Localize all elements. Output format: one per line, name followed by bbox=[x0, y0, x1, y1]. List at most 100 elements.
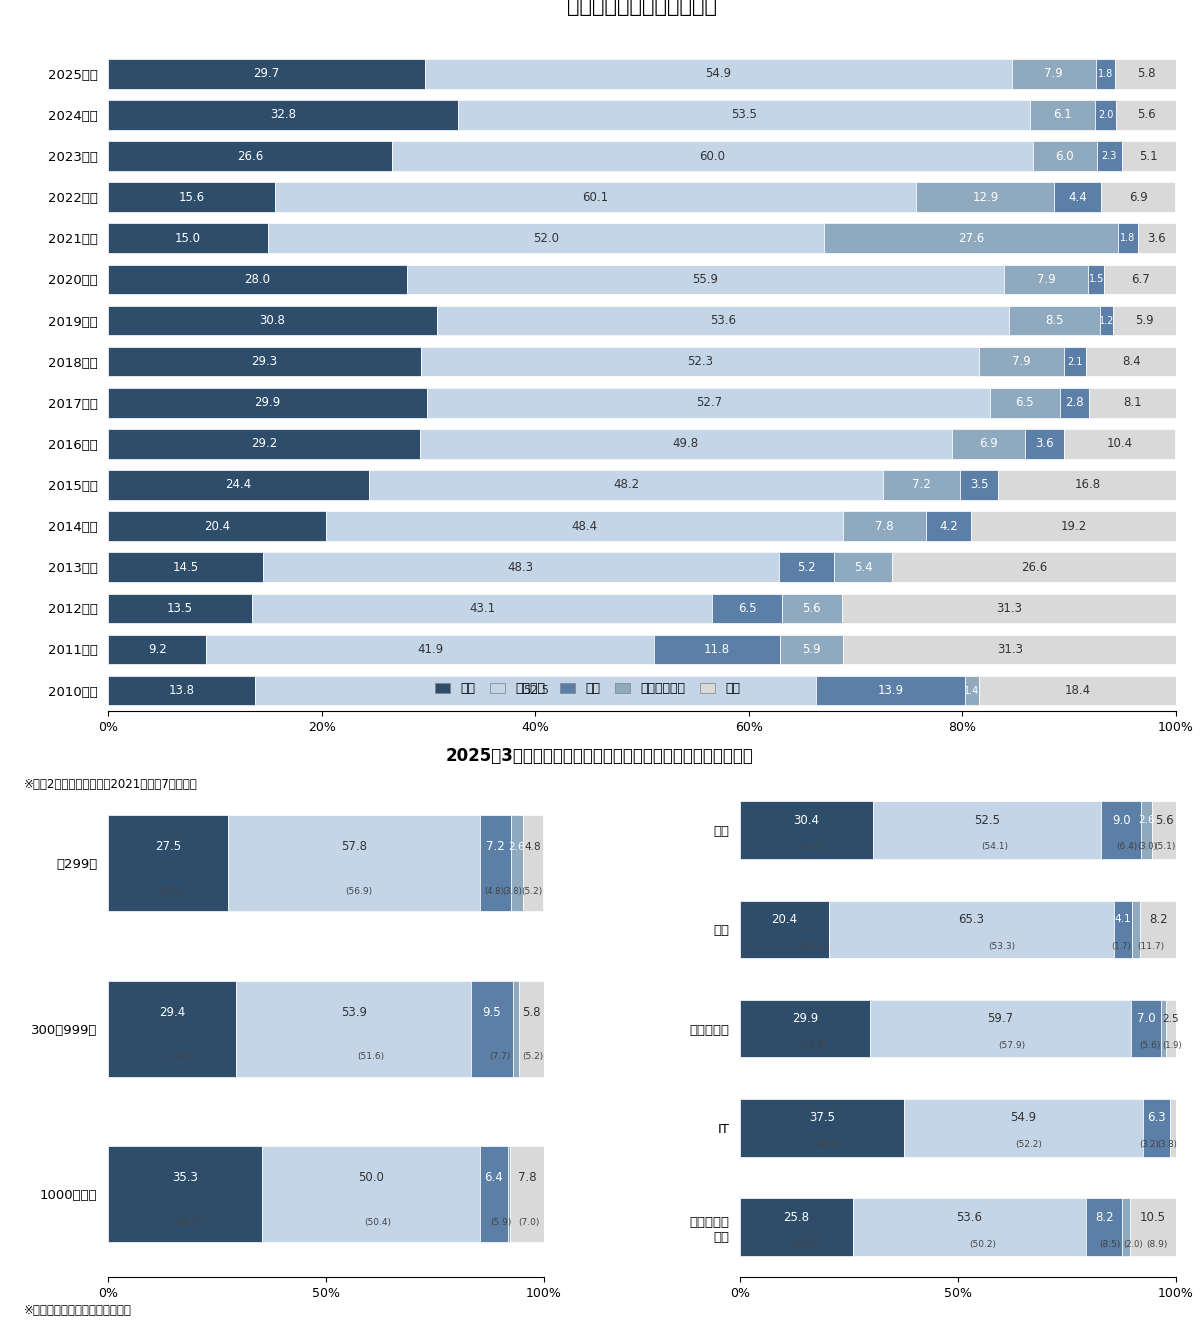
Text: 12.9: 12.9 bbox=[972, 190, 998, 203]
Text: (29.2): (29.2) bbox=[158, 887, 185, 896]
Text: 5.9: 5.9 bbox=[1135, 314, 1154, 327]
Text: 43.1: 43.1 bbox=[469, 602, 496, 614]
Text: (51.6): (51.6) bbox=[356, 1052, 384, 1061]
Bar bbox=[1115, 59, 1177, 89]
Bar bbox=[1112, 306, 1176, 335]
Text: 4.8: 4.8 bbox=[524, 842, 541, 851]
Bar bbox=[1009, 306, 1100, 335]
Bar bbox=[1165, 1000, 1176, 1057]
Bar bbox=[522, 815, 544, 911]
Bar bbox=[437, 306, 1009, 335]
Bar bbox=[512, 980, 520, 1076]
Text: 52.0: 52.0 bbox=[533, 231, 559, 245]
Text: 53.6: 53.6 bbox=[710, 314, 736, 327]
Text: 7.0: 7.0 bbox=[1136, 1012, 1156, 1025]
Text: 41.9: 41.9 bbox=[416, 642, 443, 656]
Text: 29.4: 29.4 bbox=[158, 1005, 185, 1019]
Bar bbox=[654, 634, 780, 664]
Text: 50.0: 50.0 bbox=[358, 1170, 384, 1184]
Text: 10.5: 10.5 bbox=[1140, 1210, 1166, 1224]
Text: 2.0: 2.0 bbox=[1098, 110, 1114, 120]
Bar bbox=[108, 265, 407, 294]
Bar bbox=[779, 552, 834, 583]
Text: 24.4: 24.4 bbox=[226, 479, 252, 492]
Text: (6.4): (6.4) bbox=[1116, 842, 1138, 851]
Bar bbox=[1064, 430, 1175, 459]
Text: (7.7): (7.7) bbox=[488, 1052, 510, 1061]
Text: 60.1: 60.1 bbox=[582, 190, 608, 203]
Text: 15.6: 15.6 bbox=[179, 190, 204, 203]
Text: 13.8: 13.8 bbox=[169, 684, 194, 697]
Text: 5.6: 5.6 bbox=[1136, 108, 1156, 121]
Text: 7.9: 7.9 bbox=[1044, 68, 1063, 80]
Bar bbox=[392, 141, 1033, 170]
Text: 8.1: 8.1 bbox=[1123, 396, 1142, 410]
Bar bbox=[206, 634, 654, 664]
Text: 29.7: 29.7 bbox=[253, 68, 280, 80]
Text: 6.9: 6.9 bbox=[1129, 190, 1147, 203]
Text: (8.9): (8.9) bbox=[1146, 1240, 1168, 1249]
Bar bbox=[1132, 900, 1140, 958]
Text: 8.2: 8.2 bbox=[1148, 912, 1168, 926]
Legend: 増加, 増減なし, 減少, 採用予定なし, 未定: 増加, 増減なし, 減少, 採用予定なし, 未定 bbox=[430, 677, 745, 701]
Text: (5.6): (5.6) bbox=[1139, 1041, 1160, 1049]
Text: (11.7): (11.7) bbox=[1136, 942, 1164, 951]
Bar bbox=[1026, 430, 1064, 459]
Text: (3.8): (3.8) bbox=[1157, 1140, 1177, 1149]
Bar bbox=[1033, 141, 1097, 170]
Bar bbox=[1097, 141, 1122, 170]
Bar bbox=[508, 1146, 510, 1242]
Bar bbox=[1030, 100, 1094, 130]
Bar bbox=[997, 471, 1177, 500]
Bar bbox=[368, 471, 883, 500]
Bar bbox=[1118, 223, 1138, 253]
Text: 2.1: 2.1 bbox=[1067, 356, 1082, 367]
Text: 16.8: 16.8 bbox=[1074, 479, 1100, 492]
Text: 4.1: 4.1 bbox=[1115, 915, 1130, 924]
Text: 54.9: 54.9 bbox=[1010, 1112, 1037, 1124]
Bar bbox=[952, 430, 1026, 459]
Text: (7.0): (7.0) bbox=[518, 1218, 539, 1226]
Bar bbox=[480, 815, 511, 911]
Text: 53.6: 53.6 bbox=[956, 1210, 983, 1224]
Text: 8.5: 8.5 bbox=[1045, 314, 1064, 327]
Text: 18.4: 18.4 bbox=[1064, 684, 1091, 697]
Bar bbox=[979, 676, 1176, 705]
Bar bbox=[965, 676, 979, 705]
Text: 1.2: 1.2 bbox=[1099, 315, 1115, 326]
Bar bbox=[108, 388, 427, 418]
Text: 55.9: 55.9 bbox=[692, 273, 719, 286]
Bar bbox=[823, 223, 1118, 253]
Text: 57.8: 57.8 bbox=[341, 841, 367, 853]
Bar bbox=[892, 552, 1176, 583]
Text: 5.6: 5.6 bbox=[1154, 814, 1174, 827]
Bar bbox=[883, 471, 960, 500]
Bar bbox=[108, 634, 206, 664]
Bar bbox=[420, 430, 952, 459]
Text: (5.1): (5.1) bbox=[1154, 842, 1176, 851]
Text: (34.4): (34.4) bbox=[169, 1052, 197, 1061]
Text: 52.3: 52.3 bbox=[688, 355, 713, 368]
Bar bbox=[421, 347, 979, 376]
Bar bbox=[979, 347, 1064, 376]
Bar bbox=[480, 1146, 508, 1242]
Text: 65.3: 65.3 bbox=[959, 912, 984, 926]
Bar bbox=[816, 676, 965, 705]
Bar bbox=[917, 182, 1055, 211]
Bar bbox=[1094, 100, 1116, 130]
Text: 5.2: 5.2 bbox=[797, 561, 816, 573]
Bar bbox=[458, 100, 1030, 130]
Bar bbox=[108, 223, 269, 253]
Bar bbox=[842, 634, 1177, 664]
Text: 30.8: 30.8 bbox=[259, 314, 286, 327]
Text: 29.9: 29.9 bbox=[792, 1012, 818, 1025]
Text: 15.0: 15.0 bbox=[175, 231, 202, 245]
Text: 48.2: 48.2 bbox=[613, 479, 640, 492]
Text: (4.8): (4.8) bbox=[484, 887, 504, 896]
Bar bbox=[108, 980, 236, 1076]
Bar bbox=[252, 593, 713, 624]
Text: 2.8: 2.8 bbox=[1066, 396, 1084, 410]
Bar bbox=[108, 815, 228, 911]
Text: 5.8: 5.8 bbox=[1136, 68, 1156, 80]
Text: 29.2: 29.2 bbox=[251, 438, 277, 451]
